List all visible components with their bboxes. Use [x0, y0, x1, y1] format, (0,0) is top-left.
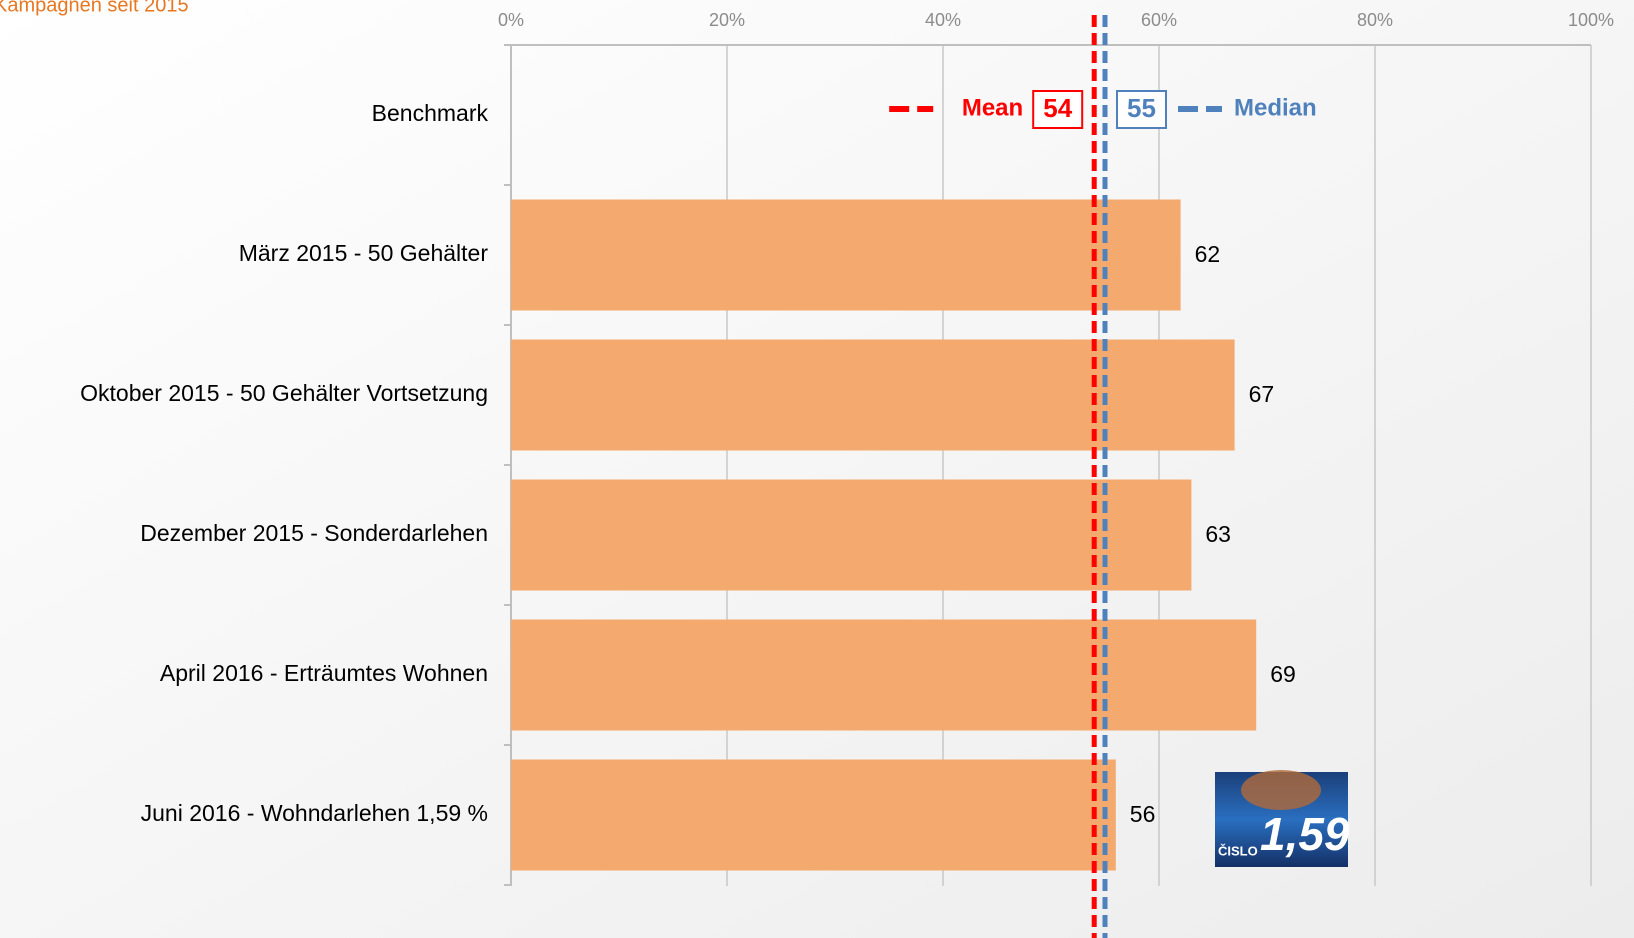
y-tick-label: April 2016 - Erträumtes Wohnen [160, 660, 488, 686]
bar [511, 759, 1116, 871]
y-tick-label: Oktober 2015 - 50 Gehälter Vortsetzung [80, 380, 488, 406]
value-label: 56 [1130, 801, 1156, 827]
y-tick-label: März 2015 - 50 Gehälter [239, 240, 489, 266]
reference-value: 55 [1127, 93, 1156, 123]
value-label: 62 [1195, 241, 1221, 267]
bar [511, 619, 1257, 731]
x-tick-label: 40% [925, 10, 961, 30]
annotation-image: ČISLO 1,59 [1215, 770, 1350, 867]
value-box [1116, 90, 1167, 129]
y-tick-label: Benchmark [372, 100, 489, 126]
reference-value: 54 [1043, 93, 1072, 123]
image-text: 1,59 [1260, 808, 1350, 860]
x-tick-label: 0% [498, 10, 524, 30]
bar [511, 199, 1181, 311]
reference-legend: 55 Median [1116, 90, 1317, 129]
x-tick-label: 60% [1141, 10, 1177, 30]
value-box [1032, 90, 1084, 129]
x-tick-label: 100% [1568, 10, 1614, 30]
image-text: ČISLO [1218, 843, 1258, 858]
image-figure [1241, 770, 1321, 810]
x-tick-label: 20% [709, 10, 745, 30]
chart-title: Kampagnen seit 2015 [0, 0, 189, 16]
reference-name: Median [1234, 94, 1317, 121]
y-tick-label: Juni 2016 - Wohndarlehen 1,59 % [141, 800, 488, 826]
bar [511, 479, 1192, 591]
reference-legend: 54 Mean [889, 90, 1084, 129]
value-label: 67 [1249, 381, 1275, 407]
reference-name: Mean [962, 94, 1023, 121]
value-label: 69 [1270, 661, 1296, 687]
x-tick-label: 80% [1357, 10, 1393, 30]
y-tick-label: Dezember 2015 - Sonderdarlehen [140, 520, 488, 546]
value-label: 63 [1205, 521, 1231, 547]
bar [511, 339, 1235, 451]
